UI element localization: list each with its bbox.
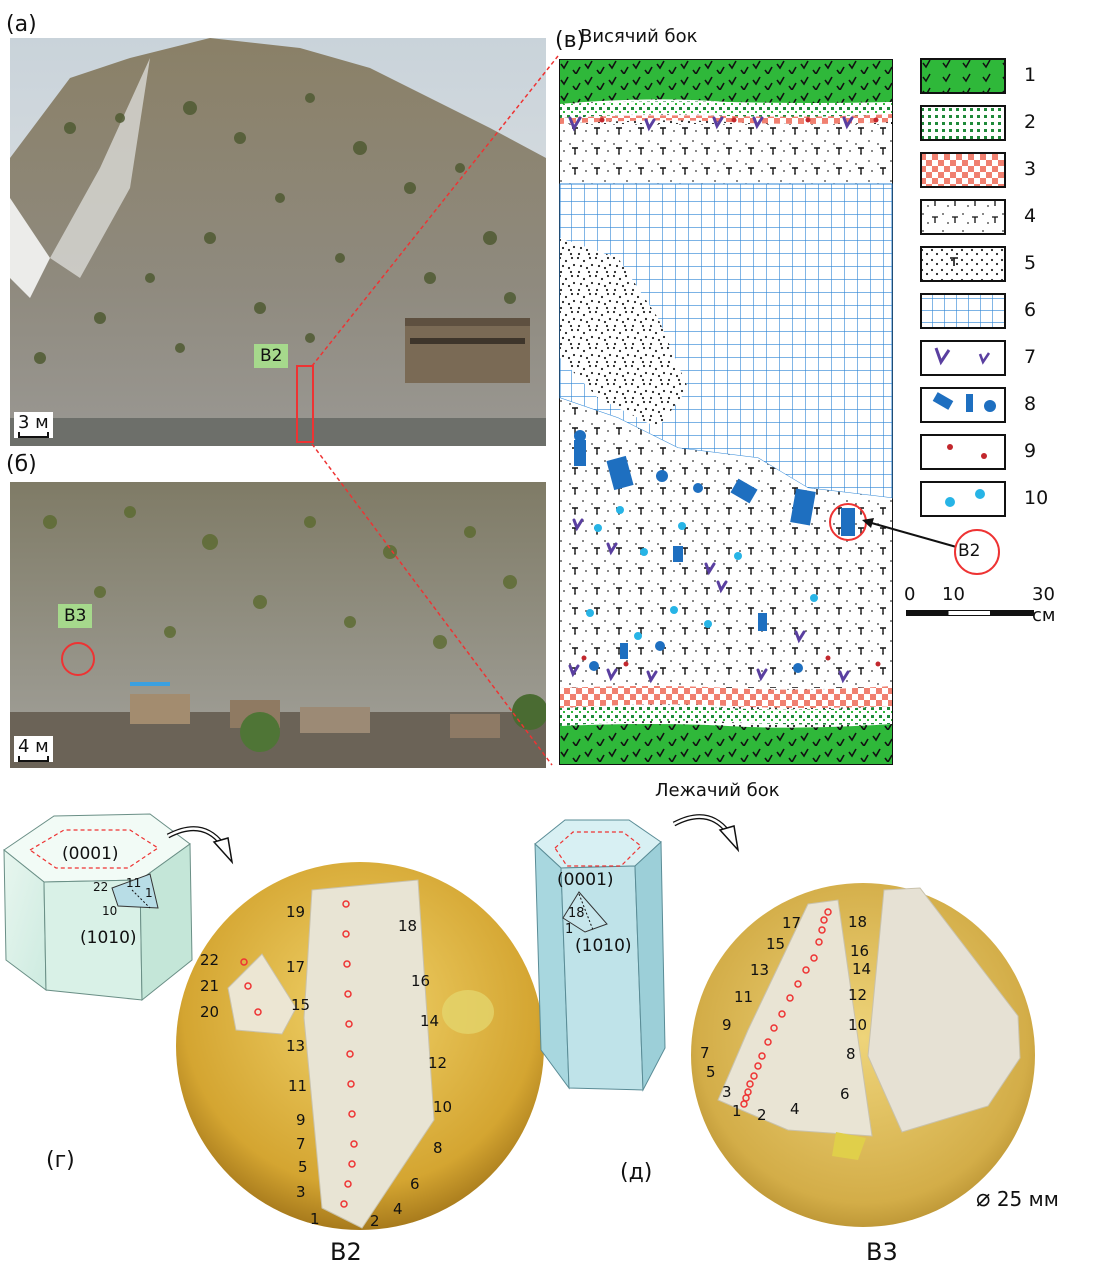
b3-pt-9: 9 (722, 1016, 732, 1034)
b2-pt-9: 9 (296, 1111, 306, 1129)
sample-b2-title: B2 (330, 1238, 362, 1266)
curved-arrow-g (166, 826, 234, 865)
legend-item-10: 10 (1024, 487, 1049, 509)
scale-bar-a: 3 м (14, 412, 53, 438)
b2-pt-17: 17 (286, 958, 306, 976)
b2-pt-3: 3 (296, 1183, 306, 1201)
crystal-d-face-side: (1010) (575, 936, 632, 956)
legend-item-3: 3 (1024, 158, 1037, 180)
b3-pt-17: 17 (782, 914, 802, 932)
crystal-g-num-10: 10 (102, 904, 118, 918)
b2-pt-5: 5 (298, 1158, 308, 1176)
b2-pt-10: 10 (433, 1098, 453, 1116)
b2-pt-7: 7 (296, 1135, 306, 1153)
crystal-d-num-1: 1 (565, 922, 574, 937)
b2-pt-6: 6 (410, 1175, 420, 1193)
legend-item-6: 6 (1024, 299, 1037, 321)
panel-label-a: (а) (6, 12, 37, 37)
b2-pt-1: 1 (310, 1210, 320, 1228)
b3-pt-12: 12 (848, 986, 868, 1004)
b3-pt-3: 3 (722, 1083, 732, 1101)
b3-pt-11: 11 (734, 988, 754, 1006)
b2-pt-13: 13 (286, 1037, 306, 1055)
b2-pt-2: 2 (370, 1212, 380, 1230)
b2-pt-21: 21 (200, 977, 220, 995)
panel-label-b: (б) (6, 452, 37, 477)
b2-pt-11: 11 (288, 1077, 308, 1095)
b3-pt-4: 4 (790, 1100, 800, 1118)
legend-item-4: 4 (1024, 205, 1037, 227)
connector-lines (311, 55, 559, 766)
b2-pt-8: 8 (433, 1139, 443, 1157)
crystal-g-num-11: 11 (126, 876, 142, 890)
b3-points (740, 908, 832, 1108)
legend-item-5: 5 (1024, 252, 1037, 274)
legend-item-8: 8 (1024, 393, 1037, 415)
tag-b2: B2 (254, 344, 289, 368)
sample-b3-title: B3 (866, 1238, 898, 1266)
photo-a (10, 38, 546, 446)
b3-pt-2: 2 (757, 1106, 767, 1124)
b2-pt-12: 12 (428, 1054, 448, 1072)
b2-pt-18: 18 (398, 917, 418, 935)
crystal-d-face-top: (0001) (557, 870, 614, 890)
crystal-g: (0001) (1010) 22 11 1 10 (0, 810, 240, 1024)
b2-pt-20: 20 (200, 1003, 220, 1021)
b3-pt-7: 7 (700, 1044, 710, 1062)
diameter-label: ⌀ 25 мм (976, 1184, 1059, 1212)
curved-arrow-d (672, 814, 740, 853)
crystal-d: (0001) (1010) 18 1 (515, 812, 695, 1096)
sample-b3-disk (688, 880, 1038, 1234)
b3-pt-18: 18 (848, 913, 868, 931)
scale-tick-30: 30 см (1032, 584, 1056, 626)
b3-pt-6: 6 (840, 1085, 850, 1103)
crystal-g-num-22: 22 (93, 880, 109, 894)
panel-label-g: (г) (46, 1148, 75, 1173)
crystal-g-face-top: (0001) (62, 844, 119, 864)
section-scale-bar: 0 10 30 см (904, 584, 1084, 626)
b2-pt-4: 4 (393, 1200, 403, 1218)
legend-item-7: 7 (1024, 346, 1037, 368)
legend-item-2: 2 (1024, 111, 1037, 133)
b2-pt-19: 19 (286, 903, 306, 921)
diameter-icon: ⌀ (976, 1184, 991, 1212)
crystal-g-num-1: 1 (145, 886, 153, 900)
sample-location-box (296, 365, 314, 443)
panel-label-v: (в) (555, 28, 586, 53)
scale-bar-b: 4 м (14, 736, 53, 762)
b2-pt-14: 14 (420, 1012, 440, 1030)
b3-pt-1: 1 (732, 1102, 742, 1120)
b3-pt-13: 13 (750, 961, 770, 979)
b2-marker-label: B2 (958, 541, 981, 561)
b3-pt-14: 14 (852, 960, 872, 978)
diameter-value: 25 мм (996, 1187, 1059, 1211)
legend-item-9: 9 (1024, 440, 1037, 462)
scale-tick-10: 10 (942, 584, 965, 605)
scale-label-b: 4 м (18, 736, 49, 757)
crystal-g-face-side: (1010) (80, 928, 137, 948)
b3-pt-16: 16 (850, 942, 870, 960)
section-bottom-title: Лежачий бок (655, 780, 780, 801)
panel-label-d: (д) (620, 1160, 653, 1185)
section-top-title: Висячий бок (580, 26, 698, 47)
legend: 1 2 3 4 5 6 7 8 9 10 (920, 58, 1080, 518)
b3-pt-10: 10 (848, 1016, 868, 1034)
scale-label-a: 3 м (18, 412, 49, 433)
b3-pt-15: 15 (766, 935, 786, 953)
b2-pt-22: 22 (200, 951, 220, 969)
tag-b3: B3 (58, 604, 93, 628)
sample-b2-disk (172, 858, 548, 1238)
legend-item-1: 1 (1024, 64, 1037, 86)
b2-arrow (862, 518, 1000, 575)
b2-points (240, 900, 358, 1208)
b3-pt-5: 5 (706, 1063, 716, 1081)
b2-pt-15: 15 (291, 996, 311, 1014)
scale-tick-0: 0 (904, 584, 916, 605)
photo-b (10, 482, 546, 768)
b3-location-circle (61, 642, 95, 676)
geologic-section (558, 58, 894, 770)
crystal-d-num-18: 18 (568, 906, 585, 921)
b3-pt-8: 8 (846, 1045, 856, 1063)
b2-pt-16: 16 (411, 972, 431, 990)
